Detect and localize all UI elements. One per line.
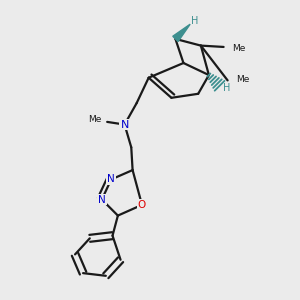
Text: Me: Me: [236, 75, 249, 84]
Text: Me: Me: [232, 44, 245, 53]
Text: N: N: [98, 194, 106, 205]
Text: N: N: [120, 120, 129, 130]
Text: H: H: [191, 16, 199, 26]
Text: O: O: [138, 200, 146, 210]
Text: Me: Me: [88, 115, 102, 124]
Text: N: N: [107, 174, 115, 184]
Text: H: H: [223, 83, 230, 93]
Polygon shape: [173, 24, 190, 42]
